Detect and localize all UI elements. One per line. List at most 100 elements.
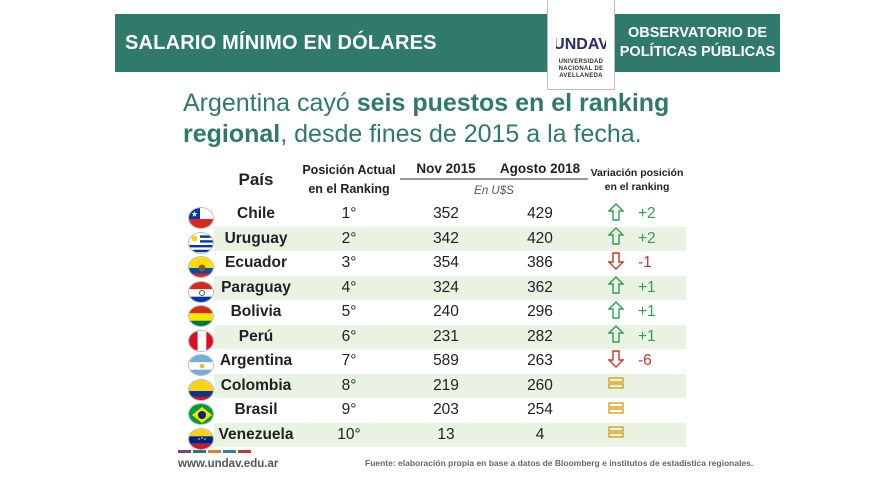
table-row: Brasil 9° 203 254 (214, 398, 686, 423)
arrow-up-icon (607, 300, 625, 324)
argentina-flag-icon (188, 354, 214, 376)
variation-value: +1 (638, 278, 656, 296)
header-position: Posición Actual en el Ranking (298, 158, 400, 202)
variation-cell: +1 (588, 324, 686, 349)
variation-value: -6 (638, 352, 652, 370)
brand-dots (178, 450, 253, 453)
variation-cell (588, 398, 686, 423)
position-cell: 6° (298, 324, 400, 349)
variation-value: +2 (638, 229, 656, 247)
ago-2018-cell: 254 (492, 398, 588, 423)
arrow-up-icon (607, 202, 625, 226)
variation-cell (588, 422, 686, 447)
nov-2015-cell: 324 (400, 275, 492, 300)
footer-source: Fuente: elaboración propia en base a dat… (365, 458, 754, 468)
nov-2015-cell: 13 (400, 422, 492, 447)
country-cell: Brasil (214, 398, 298, 423)
org-banner: OBSERVATORIO DE POLÍTICAS PÚBLICAS (615, 14, 780, 72)
arrow-up-icon (607, 276, 625, 299)
table-row: Paraguay 4° 324 362 +1 (214, 275, 686, 300)
ago-2018-cell: 282 (492, 324, 588, 349)
brasil-flag-icon (188, 403, 214, 425)
position-cell: 4° (298, 275, 400, 300)
country-cell: Colombia (214, 373, 298, 398)
nov-2015-cell: 219 (400, 373, 492, 398)
ago-2018-cell: 263 (492, 349, 588, 374)
ago-2018-cell: 420 (492, 226, 588, 251)
nov-2015-cell: 589 (400, 349, 492, 374)
country-cell: Paraguay (214, 275, 298, 300)
position-cell: 5° (298, 300, 400, 325)
country-cell: Ecuador (214, 251, 298, 276)
position-cell: 7° (298, 349, 400, 374)
ago-2018-cell: 429 (492, 202, 588, 227)
footer-url: www.undav.edu.ar (178, 458, 279, 470)
table-row: Chile 1° 352 429 +2 (214, 202, 686, 227)
variation-value: +1 (638, 327, 656, 345)
country-cell: Argentina (214, 349, 298, 374)
uruguay-flag-icon (188, 231, 214, 254)
position-cell: 2° (298, 226, 400, 251)
arrow-up-icon (607, 227, 625, 250)
variation-value: -1 (638, 254, 652, 272)
header-variation: Variación posición en el ranking (588, 158, 686, 202)
arrow-up-icon (607, 325, 625, 348)
logo-mark-icon: UNDAV (553, 34, 609, 57)
ago-2018-cell: 362 (492, 275, 588, 300)
paraguay-flag-icon (188, 280, 214, 303)
nov-2015-cell: 231 (400, 324, 492, 349)
colombia-flag-icon (188, 378, 214, 401)
variation-value: +1 (638, 303, 656, 321)
nov-2015-cell: 203 (400, 398, 492, 423)
table-row: Venezuela 10° 13 4 (214, 422, 686, 447)
table-row: Colombia 8° 219 260 (214, 373, 686, 398)
arrow-down-icon (607, 252, 625, 275)
position-cell: 9° (298, 398, 400, 423)
header-ago-2018: Agosto 2018 (492, 158, 588, 180)
nov-2015-cell: 354 (400, 251, 492, 276)
arrow-down-icon (607, 350, 625, 373)
venezuela-flag-icon (188, 427, 214, 450)
chile-flag-icon (188, 207, 214, 229)
country-cell: Venezuela (214, 422, 298, 447)
table-row: Uruguay 2° 342 420 +2 (214, 226, 686, 251)
equal-icon (608, 376, 624, 395)
equal-icon (608, 401, 624, 420)
header-unit: En U$S (400, 179, 588, 202)
variation-cell: +1 (588, 300, 686, 325)
position-cell: 3° (298, 251, 400, 276)
ecuador-flag-icon (188, 256, 214, 278)
variation-cell: -1 (588, 251, 686, 276)
position-cell: 10° (298, 422, 400, 447)
equal-icon (608, 425, 624, 444)
ago-2018-cell: 260 (492, 373, 588, 398)
ago-2018-cell: 386 (492, 251, 588, 276)
position-cell: 1° (298, 202, 400, 227)
country-cell: Chile (214, 202, 298, 227)
title-banner: SALARIO MÍNIMO EN DÓLARES (115, 14, 547, 72)
nov-2015-cell: 342 (400, 226, 492, 251)
table-row: Bolivia 5° 240 296 +1 (214, 300, 686, 325)
logo-subtitle: UNIVERSIDAD NACIONAL DE AVELLANEDA (558, 59, 604, 79)
banner-title: SALARIO MÍNIMO EN DÓLARES (125, 31, 437, 54)
header-country: País (214, 158, 298, 202)
table-row: Ecuador 3° 354 386 -1 (214, 251, 686, 276)
nov-2015-cell: 352 (400, 202, 492, 227)
variation-cell: +1 (588, 275, 686, 300)
org-line-1: OBSERVATORIO DE (627, 25, 768, 41)
undav-logo: UNDAV UNIVERSIDAD NACIONAL DE AVELLANEDA (547, 0, 615, 90)
bolivia-flag-icon (188, 305, 214, 327)
headline: Argentina cayó seis puestos en el rankin… (183, 89, 670, 148)
variation-cell: +2 (588, 226, 686, 251)
ranking-table: País Posición Actual en el Ranking Nov 2… (214, 158, 686, 447)
variation-cell: -6 (588, 349, 686, 374)
svg-text:UNDAV: UNDAV (556, 36, 606, 52)
table-row: Argentina 7° 589 263 -6 (214, 349, 686, 374)
table-row: Perú 6° 231 282 +1 (214, 324, 686, 349)
position-cell: 8° (298, 373, 400, 398)
org-line-2: POLÍTICAS PÚBLICAS (619, 44, 776, 60)
variation-cell: +2 (588, 202, 686, 227)
nov-2015-cell: 240 (400, 300, 492, 325)
country-cell: Uruguay (214, 226, 298, 251)
ago-2018-cell: 4 (492, 422, 588, 447)
